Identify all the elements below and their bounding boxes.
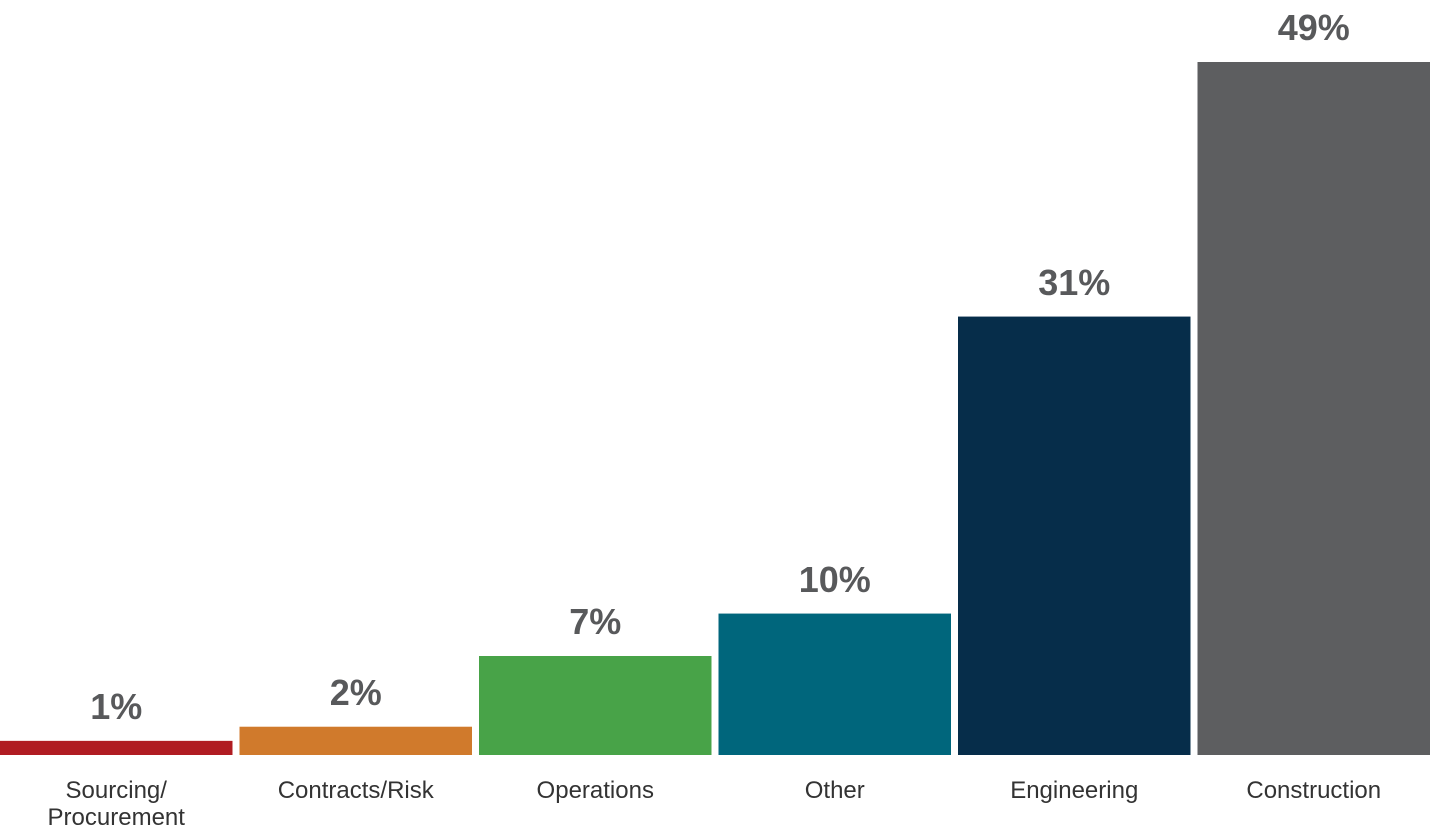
- bar: [479, 656, 712, 755]
- bar: [0, 740, 233, 755]
- value-label: 2%: [329, 671, 382, 713]
- bar: [958, 316, 1191, 755]
- bar: [1197, 62, 1430, 755]
- category-label: Contracts/Risk: [277, 777, 434, 804]
- value-label: 1%: [90, 685, 143, 727]
- category-label: Operations: [536, 777, 654, 804]
- value-label: 49%: [1277, 7, 1350, 48]
- value-label: 7%: [569, 601, 622, 642]
- category-label: Construction: [1246, 777, 1382, 804]
- category-label: Other: [804, 777, 865, 804]
- bar: [239, 726, 472, 755]
- value-label: 31%: [1038, 261, 1111, 303]
- category-label: Sourcing/ Procurement: [47, 777, 185, 831]
- value-label: 10%: [798, 558, 871, 600]
- category-label: Engineering: [1010, 777, 1139, 804]
- bar: [718, 613, 951, 755]
